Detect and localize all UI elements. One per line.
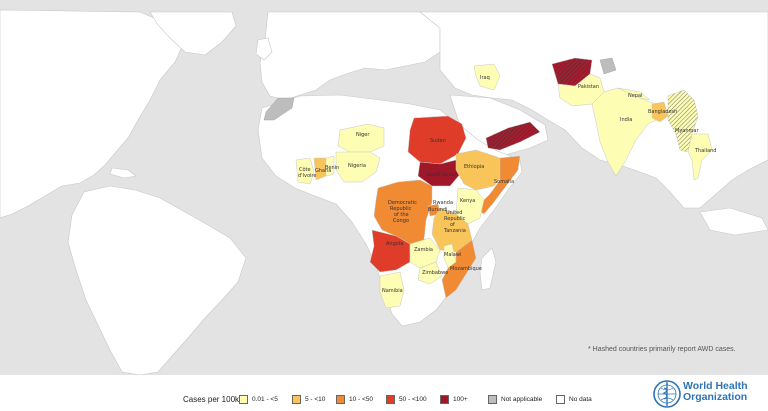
label-drc-2: Republic — [390, 206, 412, 212]
label-drc-3: of the — [394, 212, 409, 218]
country-bangladesh[interactable] — [651, 101, 669, 123]
label-namibia: Namibia — [382, 288, 403, 294]
country-nepal[interactable] — [617, 87, 651, 101]
map: Iraq Pakistan Nepal India Bangladesh Mya… — [0, 0, 768, 375]
country-south-sudan[interactable] — [417, 159, 463, 187]
land-greenland — [149, 11, 237, 56]
label-cote-divoire-2: d'Ivoire — [298, 173, 316, 179]
country-somalia[interactable] — [475, 155, 521, 215]
who-logo — [653, 380, 681, 408]
legend-label: Not applicable — [501, 395, 543, 403]
legend-item-1: 5 - <10 — [292, 393, 325, 405]
label-india: India — [620, 117, 632, 123]
label-malawi: Malawi — [444, 252, 461, 258]
legend-swatch — [292, 394, 301, 404]
country-mozambique[interactable] — [441, 239, 477, 299]
label-tanzania-4: Tanzania — [443, 228, 466, 234]
country-thailand[interactable] — [687, 133, 713, 181]
legend-item-0: 0.01 - <5 — [239, 393, 278, 405]
organization-name: World Health Organization — [683, 381, 748, 403]
legend-item-2: 10 - <50 — [336, 393, 373, 405]
label-tanzania-2: Republic — [444, 216, 466, 222]
land-indonesia — [699, 207, 768, 236]
legend-label: 100+ — [453, 395, 468, 403]
organization-line2: Organization — [683, 391, 748, 403]
label-cote-divoire-1: Côte — [299, 166, 311, 173]
country-yemen-hatch — [486, 122, 540, 150]
label-sudan: Sudan — [430, 138, 446, 144]
label-drc-4: Congo — [393, 218, 409, 224]
legend-item-4: 100+ — [440, 393, 468, 405]
legend-label: 0.01 - <5 — [252, 395, 278, 403]
land-uk — [255, 37, 273, 61]
label-somalia: Somalia — [494, 179, 514, 185]
label-ghana: Ghana — [315, 168, 331, 174]
country-benin[interactable] — [325, 155, 335, 177]
land-madagascar — [479, 247, 497, 291]
label-benin: Benin — [325, 165, 339, 171]
label-pakistan: Pakistan — [578, 84, 599, 90]
label-mozambique: Mozambique — [450, 266, 482, 272]
country-zimbabwe[interactable] — [417, 261, 443, 285]
legend-title: Cases per 100k — [183, 395, 240, 404]
country-angola[interactable] — [369, 229, 411, 273]
label-myanmar: Myanmar — [675, 128, 699, 134]
legend-item-6: No data — [556, 393, 592, 405]
country-ethiopia[interactable] — [455, 149, 506, 191]
legend-swatch — [488, 394, 497, 404]
organization-line1: World Health — [683, 380, 748, 392]
label-drc-1: Democratic — [388, 200, 417, 206]
land-caribbean — [109, 167, 137, 179]
country-nigeria[interactable] — [335, 151, 381, 183]
label-angola: Angola — [386, 241, 403, 247]
country-myanmar-hatch — [668, 90, 698, 152]
region-western-sahara — [263, 97, 295, 121]
label-tanzania-3: of — [450, 222, 455, 228]
label-south-sudan: South Sudan — [426, 172, 458, 178]
label-kenya: Kenya — [460, 198, 475, 204]
land-south-america — [67, 185, 247, 375]
legend-swatch — [440, 394, 449, 404]
legend-swatch — [336, 394, 345, 404]
label-tanzania-1: United — [446, 210, 462, 216]
label-zambia: Zambia — [414, 247, 433, 253]
legend-label: 10 - <50 — [349, 395, 374, 403]
label-bangladesh: Bangladesh — [648, 109, 677, 115]
label-rwanda: Rwanda — [433, 200, 453, 206]
who-emblem-icon — [653, 380, 681, 408]
label-thailand: Thailand — [694, 148, 716, 154]
region-kashmir — [599, 57, 617, 75]
label-zimbabwe: Zimbabwe — [422, 270, 448, 276]
label-nigeria: Nigeria — [348, 163, 366, 169]
legend — [0, 375, 768, 411]
legend-swatch — [239, 394, 248, 404]
country-niger[interactable] — [337, 123, 385, 153]
label-nepal: Nepal — [628, 93, 642, 99]
country-sudan[interactable] — [407, 115, 467, 165]
label-niger: Niger — [356, 132, 370, 138]
label-iraq: Iraq — [480, 75, 490, 81]
legend-item-5: Not applicable — [488, 393, 542, 405]
legend-label: 5 - <10 — [305, 395, 326, 403]
legend-swatch — [386, 394, 395, 404]
country-afghanistan-hatch — [552, 58, 592, 86]
legend-label: 50 - <100 — [399, 395, 427, 403]
legend-label: No data — [569, 395, 592, 403]
footnote: * Hashed countries primarily report AWD … — [588, 346, 736, 353]
country-namibia[interactable] — [379, 271, 405, 309]
country-cote-divoire[interactable] — [295, 157, 315, 185]
label-burundi: Burundi — [428, 207, 448, 213]
legend-item-3: 50 - <100 — [386, 393, 427, 405]
country-iraq[interactable] — [473, 63, 501, 91]
legend-swatch — [556, 394, 565, 404]
label-ethiopia: Ethiopia — [464, 164, 484, 170]
